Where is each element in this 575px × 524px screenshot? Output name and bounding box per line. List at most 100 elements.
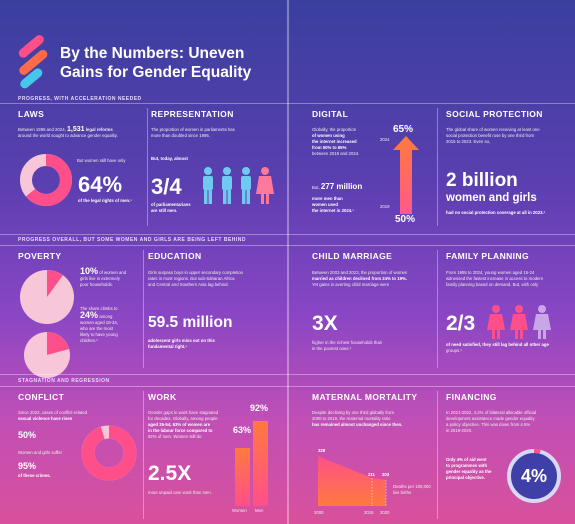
child-marriage-big: 3X [312, 312, 338, 335]
laws-title: LAWS [18, 109, 45, 119]
laws-percent-note: of the legal rights of men.¹ [78, 198, 132, 203]
conflict-percent-1: 50% [18, 430, 37, 440]
social-big-sub: women and girls [446, 192, 537, 204]
section-divider [0, 245, 575, 246]
maternal-value-2000: 328 [318, 448, 326, 453]
family-planning-fraction: 2/3 [446, 312, 476, 335]
digital-top-value: 65% [393, 124, 414, 135]
digital-but: But, 277 million [312, 182, 363, 191]
conflict-percent-2: 95% [18, 461, 37, 471]
child-marriage-note: higher in the richest households than in … [312, 340, 383, 351]
poverty-pie-slice [47, 270, 63, 297]
financing-ring-arc [507, 449, 561, 503]
poverty-title: POVERTY [18, 251, 62, 261]
maternal-x-2015: 2015 [364, 510, 374, 515]
education-text: Girls surpass boys in upper secondary co… [148, 270, 244, 287]
woman-icon [533, 305, 551, 339]
page-title: By the Numbers: Uneven Gains for Gender … [60, 45, 252, 81]
family-planning-text: From 1995 to 2024, young women aged 15-2… [446, 270, 544, 287]
maternal-area [318, 456, 386, 506]
conflict-text: Since 2022, cases of conflict-related sex… [18, 410, 88, 421]
work-note: more unpaid care work than men. [148, 490, 213, 495]
maternal-value-2015: 211 [368, 472, 375, 477]
education-note: adolescent girls miss out on this fundame… [148, 338, 215, 349]
section-label-progress: PROGRESS, WITH ACCELERATION NEEDED [18, 96, 142, 102]
work-men-value: 92% [250, 403, 269, 413]
digital-bottom-value: 50% [395, 214, 416, 225]
work-title: WORK [148, 392, 177, 402]
digital-text: Globally, the proportion of women using th… [312, 127, 360, 156]
poverty-pie-slice [47, 332, 70, 355]
conflict-note: of these crimes. [18, 473, 51, 478]
financing-percent: 4% [520, 466, 547, 486]
financing-title: FINANCING [446, 392, 497, 402]
digital-title: DIGITAL [312, 109, 349, 119]
woman-icon [510, 305, 528, 339]
family-planning-title: FAMILY PLANNING [446, 251, 529, 261]
work-bar-men [253, 421, 268, 506]
logo-icon [18, 35, 48, 89]
digital-note: more men than women used the internet in 2… [312, 196, 354, 213]
work-big: 2.5X [148, 462, 192, 485]
section-divider [0, 374, 575, 375]
financing-note: Only 4% of aid went to programmes with gen… [446, 457, 492, 480]
social-note: had no social protection coverage at all… [446, 210, 546, 215]
man-icon [241, 167, 251, 204]
maternal-area-chart [318, 456, 387, 506]
financing-text: In 2021-2022, 4.2% of bilateral allocabl… [446, 410, 536, 433]
social-text: The global share of women receiving at l… [446, 127, 540, 144]
representation-text: The proportion of women in parliaments h… [151, 127, 235, 138]
section-label-stagnation: STAGNATION AND REGRESSION [18, 378, 110, 384]
panel-divider [437, 250, 438, 368]
maternal-value-2020: 203 [382, 472, 390, 477]
conflict-title: CONFLICT [18, 392, 65, 402]
social-title: SOCIAL PROTECTION [446, 109, 543, 119]
representation-fraction: 3/4 [151, 174, 182, 199]
conflict-donut-chart [81, 425, 137, 481]
representation-note: of parliamentarians are still men. [151, 202, 191, 213]
family-planning-note: of need satisfied, they still lag behind… [446, 342, 549, 353]
poverty-text-2: The share climbs to 24% among women aged 1… [80, 306, 118, 343]
poverty-pie-chart [20, 270, 74, 324]
representation-but: But, today, almost [151, 156, 188, 161]
column-divider [287, 0, 289, 524]
child-marriage-title: CHILD MARRIAGE [312, 251, 393, 261]
maternal-title: MATERNAL MORTALITY [312, 392, 418, 402]
work-bar-women [235, 448, 250, 506]
work-women-value: 63% [233, 425, 252, 435]
poverty-pie-chart-2 [24, 332, 70, 378]
panel-divider [437, 391, 438, 519]
financing-ring-chart [507, 449, 561, 503]
up-arrow-icon [393, 136, 419, 214]
section-divider [0, 103, 575, 104]
panel-divider [143, 391, 144, 519]
work-text: Gender gaps in work have stagnated for de… [148, 410, 219, 439]
work-label-women: Women [232, 508, 247, 513]
conflict-text-2: Women and girls suffer [18, 450, 63, 455]
representation-title: REPRESENTATION [151, 109, 234, 119]
woman-icon [487, 305, 505, 339]
section-label-left-behind: PROGRESS OVERALL, BUT SOME WOMEN AND GIR… [18, 237, 247, 243]
poverty-text-1: 10% of women and girls live in extremely p… [80, 266, 127, 288]
maternal-unit-note: Deaths per 100,000 live births [393, 484, 431, 495]
laws-text: Between 1995 and 2024, 1,531 legal refor… [18, 126, 118, 138]
maternal-text: Despite declining by one third globally … [312, 410, 403, 427]
panel-divider [437, 108, 438, 226]
women-icons [487, 305, 551, 339]
digital-arrow-chart [393, 136, 419, 214]
laws-percent: 64% [78, 172, 123, 197]
social-big: 2 billion [446, 170, 518, 191]
laws-donut-arc [20, 154, 72, 206]
panel-divider [143, 250, 144, 368]
conflict-donut-arc [81, 425, 137, 481]
work-label-men: Men [255, 508, 264, 513]
woman-icon [256, 167, 274, 204]
people-icons [203, 167, 274, 204]
education-title: EDUCATION [148, 251, 202, 261]
laws-donut-chart [20, 154, 72, 206]
digital-year-bottom: 2019 [380, 204, 390, 209]
man-icon [222, 167, 232, 204]
panel-divider [147, 108, 148, 226]
section-divider [0, 234, 575, 235]
